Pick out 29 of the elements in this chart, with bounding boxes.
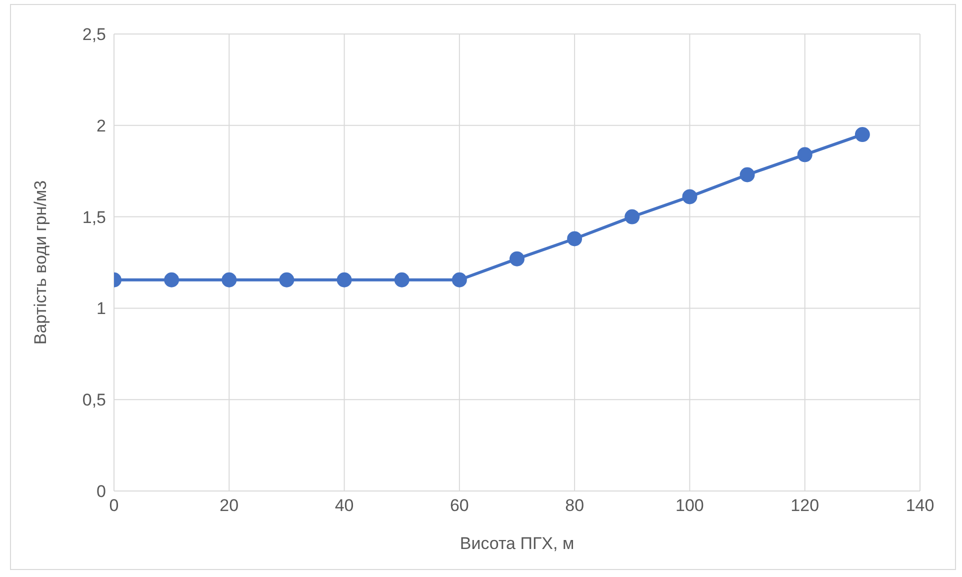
x-tick-label: 60 [450, 496, 469, 516]
x-tick-label: 20 [220, 496, 239, 516]
point [740, 167, 755, 182]
y-axis-title: Вартість води грн/м3 [31, 180, 50, 345]
point [394, 272, 410, 288]
point [222, 272, 237, 288]
point [452, 272, 467, 288]
y-tick-label: 1 [96, 299, 106, 318]
y-tick-label: 2 [96, 116, 106, 136]
x-tick-label: 0 [109, 496, 119, 516]
x-tick-label: 140 [906, 496, 934, 516]
point [854, 127, 870, 142]
y-tick-label: 1,5 [82, 208, 106, 227]
y-tick-label: 0,5 [82, 390, 106, 410]
y-tick-label: 2,5 [82, 25, 106, 44]
point [682, 189, 698, 204]
x-axis-title: Висота ПГХ, м [460, 534, 574, 553]
point [510, 251, 524, 266]
x-tick-label: 120 [790, 496, 820, 516]
x-tick-label: 100 [676, 496, 704, 516]
point [567, 231, 582, 246]
point [624, 209, 640, 224]
point [336, 272, 352, 288]
x-tick-label: 40 [334, 496, 354, 516]
y-tick-label: 0 [96, 482, 106, 502]
point [164, 272, 180, 288]
point [797, 147, 812, 162]
point [279, 272, 294, 288]
x-tick-label: 80 [565, 496, 584, 516]
